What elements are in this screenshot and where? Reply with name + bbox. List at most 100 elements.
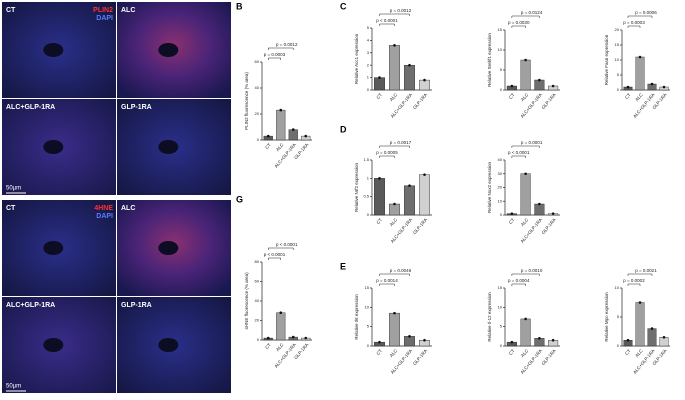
data-point <box>626 338 630 342</box>
bar <box>404 336 415 347</box>
y-tick-label: 60 <box>255 59 260 64</box>
y-axis-label: Relative Mpo expression <box>604 292 609 342</box>
significance-bracket <box>511 273 540 276</box>
significance-bracket <box>268 247 294 250</box>
vessel <box>158 338 179 352</box>
y-tick-label: 10 <box>615 57 620 62</box>
y-axis-label: Relative Fasn expression <box>604 34 609 85</box>
y-tick-label: 0 <box>257 137 260 142</box>
data-point <box>551 338 555 342</box>
x-tick-label: ALC <box>389 348 399 358</box>
panel-letter: B <box>236 1 243 11</box>
data-point <box>538 202 541 206</box>
tile-label: ALC <box>121 7 135 14</box>
bar <box>276 109 286 141</box>
bar <box>389 203 400 216</box>
bar <box>534 79 545 91</box>
data-point <box>378 76 381 79</box>
bar <box>419 79 430 91</box>
y-tick-label: 20 <box>498 185 503 190</box>
p-value: p < 0.0001 <box>264 252 286 257</box>
data-point <box>291 128 295 131</box>
y-tick-label: 5 <box>617 72 620 77</box>
significance-bracket <box>511 15 540 18</box>
panel-letter: C <box>340 1 347 11</box>
y-tick-label: 15 <box>365 285 370 290</box>
p-value: p = 0.0124 <box>521 10 543 15</box>
data-point <box>510 212 514 215</box>
x-tick-label: ALC <box>275 342 285 352</box>
data-point <box>423 78 426 82</box>
data-point <box>266 336 270 340</box>
bar <box>647 328 657 347</box>
vessel <box>158 140 179 154</box>
bar <box>374 178 385 216</box>
bar <box>389 312 400 347</box>
data-point <box>524 172 527 176</box>
vessel <box>158 43 179 57</box>
x-tick-label: ALC <box>520 217 530 227</box>
significance-bracket <box>268 257 281 260</box>
x-tick-label: CT <box>624 92 632 100</box>
data-point <box>304 336 308 340</box>
y-tick-label: 30 <box>498 171 503 176</box>
data-point <box>291 335 295 339</box>
tile-label: ALC <box>121 205 135 212</box>
y-tick-label: 10 <box>498 304 503 309</box>
y-tick-label: 15 <box>498 27 503 32</box>
y-tick-label: 0.5 <box>363 194 369 199</box>
y-tick-label: 5 <box>500 324 503 329</box>
significance-bracket <box>627 283 641 286</box>
data-point <box>551 212 555 215</box>
data-point <box>510 340 514 344</box>
bar <box>520 59 531 91</box>
y-tick-label: 80 <box>255 259 260 264</box>
significance-bracket <box>379 145 410 148</box>
bar <box>276 312 286 341</box>
p-value: p = 0.0005 <box>376 150 398 155</box>
data-point <box>393 44 396 47</box>
p-value: p = 0.0003 <box>623 20 645 25</box>
p-value: p = 0.0002 <box>623 278 645 283</box>
y-tick-label: 0 <box>367 343 370 348</box>
panel-letter: E <box>340 261 346 271</box>
significance-bracket <box>511 283 526 286</box>
y-axis-label: PLIN2 fluorescence (% area) <box>244 72 249 130</box>
p-value: p = 0.0006 <box>635 10 657 15</box>
bar <box>389 45 400 91</box>
x-tick-label: CT <box>375 217 383 225</box>
x-tick-label: CT <box>264 142 272 150</box>
x-tick-label: GLP-1RA <box>541 92 557 110</box>
y-axis-label: 4HNE fluorescence (% area) <box>244 272 249 330</box>
y-tick-label: 5 <box>367 324 370 329</box>
data-point <box>304 134 308 138</box>
p-value: p = 0.0001 <box>521 140 543 145</box>
bar <box>404 185 415 216</box>
y-tick-label: 2 <box>367 62 370 67</box>
x-tick-label: CT <box>508 348 516 356</box>
x-tick-label: GLP-1RA <box>412 92 428 110</box>
p-value: p < 0.0001 <box>276 242 298 247</box>
x-tick-label: CT <box>375 348 383 356</box>
scale-bar-label: 50µm <box>6 384 21 390</box>
data-point <box>378 340 381 344</box>
x-tick-label: ALC <box>389 92 399 102</box>
significance-bracket <box>379 283 395 286</box>
tile-label: CT <box>6 7 16 14</box>
vessel <box>158 241 179 255</box>
significance-bracket <box>627 273 653 276</box>
y-tick-label: 40 <box>498 157 503 162</box>
bar <box>374 77 385 91</box>
significance-bracket <box>379 155 395 158</box>
data-point <box>638 301 642 304</box>
tile-label: ALC+GLP-1RA <box>6 104 55 111</box>
data-point <box>662 85 666 89</box>
data-point <box>524 58 527 62</box>
scale-bar-label: 50µm <box>6 186 21 192</box>
significance-bracket <box>627 15 653 18</box>
bar <box>635 302 645 347</box>
y-tick-label: 0 <box>500 343 503 348</box>
y-tick-label: 0 <box>257 337 260 342</box>
x-tick-label: CT <box>264 342 272 350</box>
data-point <box>626 85 630 89</box>
